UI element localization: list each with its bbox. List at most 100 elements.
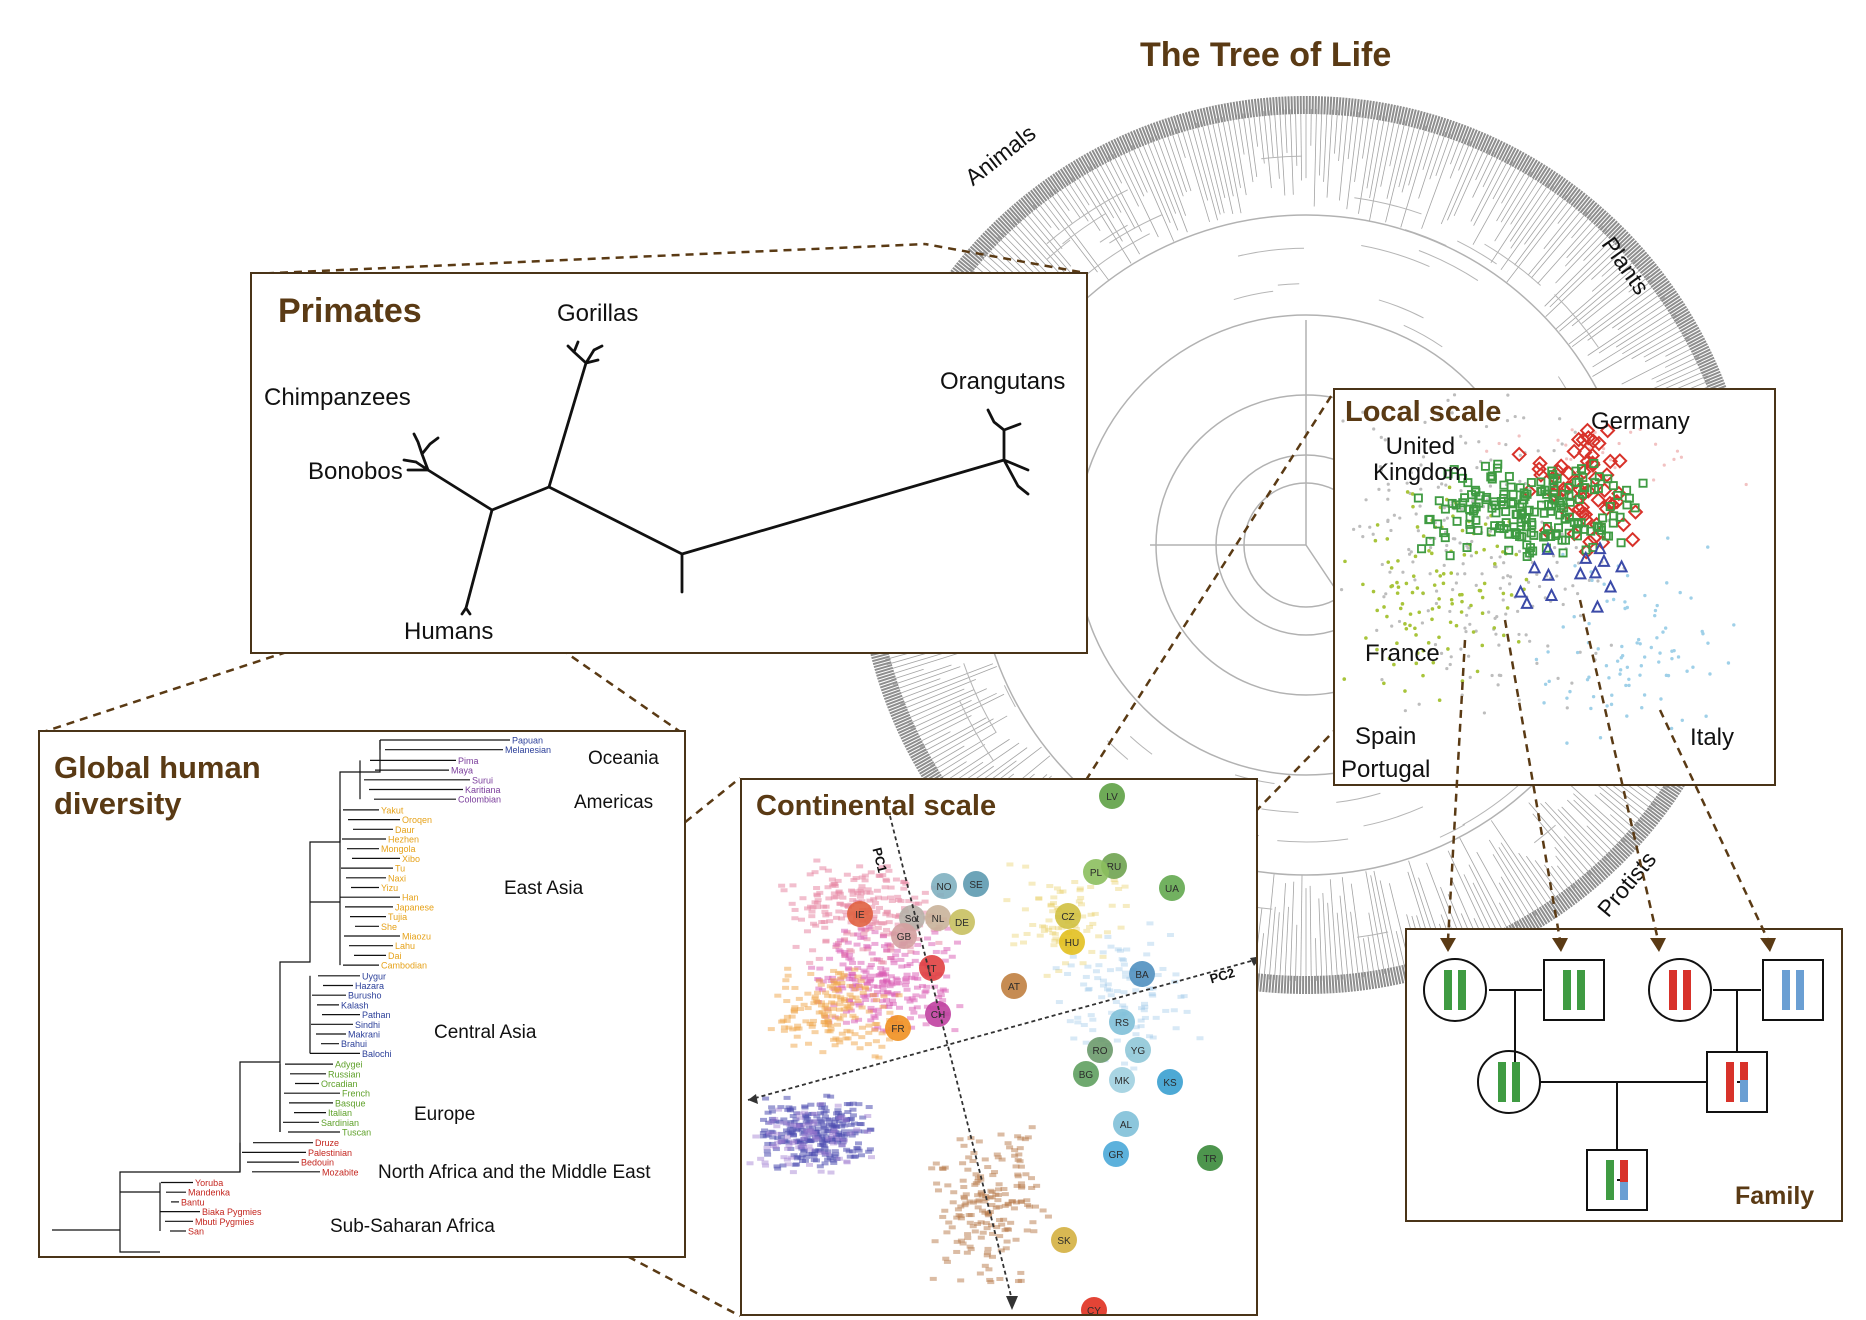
- tree-branch: [1201, 121, 1225, 214]
- individual-point: [1143, 952, 1151, 957]
- tree-branch: [1046, 189, 1128, 245]
- uk-point: [1528, 546, 1538, 556]
- continental-scale-panel: LV RU PL UA NO SE Sct NL GB DE CZ HU IE CH AT BA FR RS YG R…: [740, 778, 1258, 1316]
- individual-point: [1011, 1148, 1019, 1153]
- individual-point: [787, 1124, 795, 1129]
- individual-point: [769, 1130, 777, 1135]
- individual-point: [827, 1094, 835, 1099]
- individual-point: [1088, 949, 1096, 954]
- local-point: [1691, 665, 1695, 669]
- country-code-lv: LV: [1106, 792, 1118, 803]
- individual-point: [1107, 944, 1115, 949]
- individual-point: [816, 966, 824, 971]
- population-label: Yizu: [381, 883, 398, 893]
- population-label: Hezhen: [388, 835, 419, 845]
- individual-point: [793, 1162, 801, 1167]
- local-point: [1445, 516, 1449, 520]
- individual-point: [826, 956, 834, 961]
- tree-branch: [1528, 208, 1584, 276]
- individual-point: [856, 1001, 864, 1006]
- individual-point: [856, 888, 864, 893]
- local-point: [1546, 650, 1550, 654]
- individual-point: [1066, 1019, 1074, 1024]
- uk-point: [1539, 508, 1549, 518]
- uk-point: [1573, 519, 1583, 529]
- individual-point: [804, 1131, 812, 1136]
- individual-point: [965, 1155, 973, 1160]
- local-point: [1609, 458, 1613, 462]
- individual-point: [795, 1123, 803, 1128]
- tree-branch: [1540, 803, 1600, 869]
- local-point: [1415, 651, 1420, 655]
- country-centroid-se: [963, 871, 989, 897]
- individual-point: [815, 1126, 823, 1131]
- country-centroid-nl: [925, 905, 951, 931]
- individual-point: [849, 1101, 857, 1106]
- tree-branch: [1075, 174, 1132, 264]
- uk-point: [1598, 513, 1608, 523]
- local-point: [1517, 632, 1521, 637]
- local-point: [1496, 683, 1500, 687]
- individual-point: [819, 1050, 827, 1055]
- local-point: [1601, 450, 1605, 455]
- individual-point: [824, 1157, 832, 1162]
- local-point: [1373, 538, 1378, 543]
- local-point: [1625, 573, 1630, 578]
- local-point: [1414, 512, 1418, 516]
- country-centroid-de: [949, 909, 975, 935]
- individual-point: [867, 870, 875, 875]
- individual-point: [789, 1106, 797, 1111]
- local-point: [1565, 696, 1569, 700]
- individual-point: [1021, 907, 1029, 912]
- tree-branch: [1591, 255, 1633, 292]
- local-point: [1361, 582, 1365, 587]
- individual-point: [846, 947, 854, 952]
- individual-point: [890, 961, 898, 966]
- individual-point: [763, 1149, 771, 1154]
- tree-branch: [1506, 198, 1572, 283]
- local-point: [1408, 623, 1412, 628]
- local-point: [1451, 588, 1455, 592]
- tree-branch: [1191, 124, 1218, 221]
- individual-point: [809, 948, 817, 953]
- individual-point: [870, 957, 878, 962]
- individual-point: [849, 932, 857, 937]
- local-point: [1706, 641, 1710, 645]
- individual-point: [995, 1204, 1003, 1209]
- country-centroid-al: [1113, 1111, 1139, 1137]
- tree-branch: [904, 688, 965, 715]
- individual-point: [867, 1005, 875, 1010]
- population-label: Dai: [388, 951, 402, 961]
- individual-point: [988, 1254, 996, 1259]
- individual-point: [765, 1131, 773, 1136]
- individual-point: [875, 905, 883, 910]
- local-point: [1494, 632, 1498, 636]
- tree-branch: [1472, 151, 1495, 198]
- uk-point: [1603, 474, 1613, 484]
- local-point: [1639, 664, 1644, 668]
- individual-point: [900, 886, 908, 891]
- individual-point: [882, 967, 890, 972]
- country-centroid-ro: [1087, 1037, 1113, 1063]
- local-point: [1565, 741, 1569, 745]
- local-point: [1447, 411, 1451, 415]
- individual-point: [746, 1161, 754, 1166]
- country-code-pl: PL: [1090, 868, 1103, 879]
- individual-point: [997, 1132, 1005, 1137]
- individual-point: [1069, 954, 1077, 959]
- individual-point: [908, 1025, 916, 1030]
- individual-point: [835, 890, 843, 895]
- individual-point: [874, 895, 882, 900]
- uk-point: [1537, 486, 1547, 496]
- uk-point: [1451, 500, 1461, 510]
- tree-branch: [1500, 876, 1528, 922]
- individual-point: [1053, 905, 1061, 910]
- individual-point: [1087, 912, 1095, 917]
- individual-point: [845, 967, 853, 972]
- tree-branch: [1380, 118, 1396, 187]
- local-point: [1517, 698, 1521, 702]
- tree-branch: [1453, 147, 1486, 217]
- individual-point: [903, 987, 911, 992]
- local-point: [1610, 693, 1614, 697]
- individual-point: [864, 1113, 872, 1118]
